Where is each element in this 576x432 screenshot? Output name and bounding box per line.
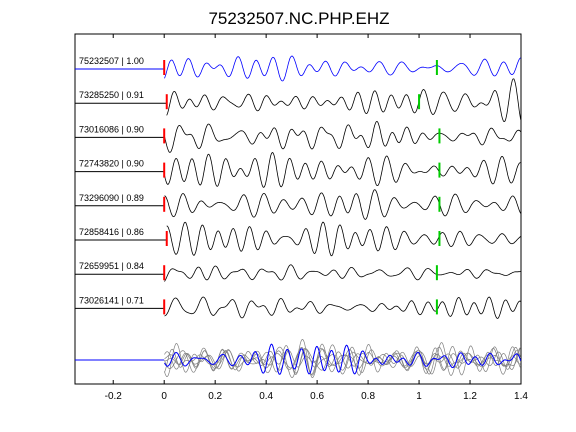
trace-label: 73026141 | 0.71 — [79, 295, 144, 305]
trace-label: 72858416 | 0.86 — [79, 227, 144, 237]
x-tick-label: 1 — [416, 391, 422, 402]
trace-label: 72659951 | 0.84 — [79, 261, 144, 271]
trace-72659951: 72659951 | 0.84 — [75, 261, 521, 282]
trace-waveform — [166, 78, 522, 123]
x-tick-label: 0 — [161, 391, 167, 402]
x-tick-label: 1.2 — [463, 391, 477, 402]
trace-label: 73296090 | 0.89 — [79, 193, 144, 203]
trace-waveform — [164, 296, 521, 319]
trace-73026141: 73026141 | 0.71 — [75, 295, 521, 319]
trace-waveform — [164, 120, 522, 153]
x-tick-label: 0.4 — [259, 391, 273, 402]
trace-waveform — [164, 264, 521, 282]
trace-waveform — [166, 221, 521, 257]
chart-title: 75232507.NC.PHP.EHZ — [208, 9, 389, 28]
trace-label: 73016086 | 0.90 — [79, 124, 144, 134]
trace-72858416: 72858416 | 0.86 — [75, 221, 521, 257]
x-tick-label: -0.2 — [105, 391, 123, 402]
stack-reference-trace — [164, 343, 522, 375]
trace-waveform — [164, 189, 522, 220]
trace-label: 75232507 | 1.00 — [79, 56, 144, 66]
x-axis: -0.2 0 0.2 0.4 0.6 0.8 1 1.2 1.4 — [105, 34, 528, 402]
trace-73296090: 73296090 | 0.89 — [75, 189, 522, 220]
trace-waveform — [164, 152, 521, 188]
x-tick-label: 0.6 — [310, 391, 324, 402]
traces-layer: 75232507 | 1.00 73285250 | 0.91 73016086 |… — [75, 55, 522, 319]
trace-73285250: 73285250 | 0.91 — [75, 78, 522, 123]
plot-frame — [74, 33, 522, 385]
trace-73016086: 73016086 | 0.90 — [75, 120, 522, 153]
x-tick-label: 0.2 — [208, 391, 222, 402]
trace-waveform — [164, 55, 521, 82]
trace-label: 73285250 | 0.91 — [79, 90, 144, 100]
stack-overlay-trace — [164, 342, 522, 376]
x-tick-label: 1.4 — [514, 391, 528, 402]
trace-label: 72743820 | 0.90 — [79, 159, 144, 169]
x-tick-label: 0.8 — [361, 391, 375, 402]
stack-layer — [75, 339, 522, 378]
trace-72743820: 72743820 | 0.90 — [75, 152, 521, 188]
trace-75232507: 75232507 | 1.00 — [75, 55, 521, 82]
stack-overlay-trace — [164, 344, 522, 375]
